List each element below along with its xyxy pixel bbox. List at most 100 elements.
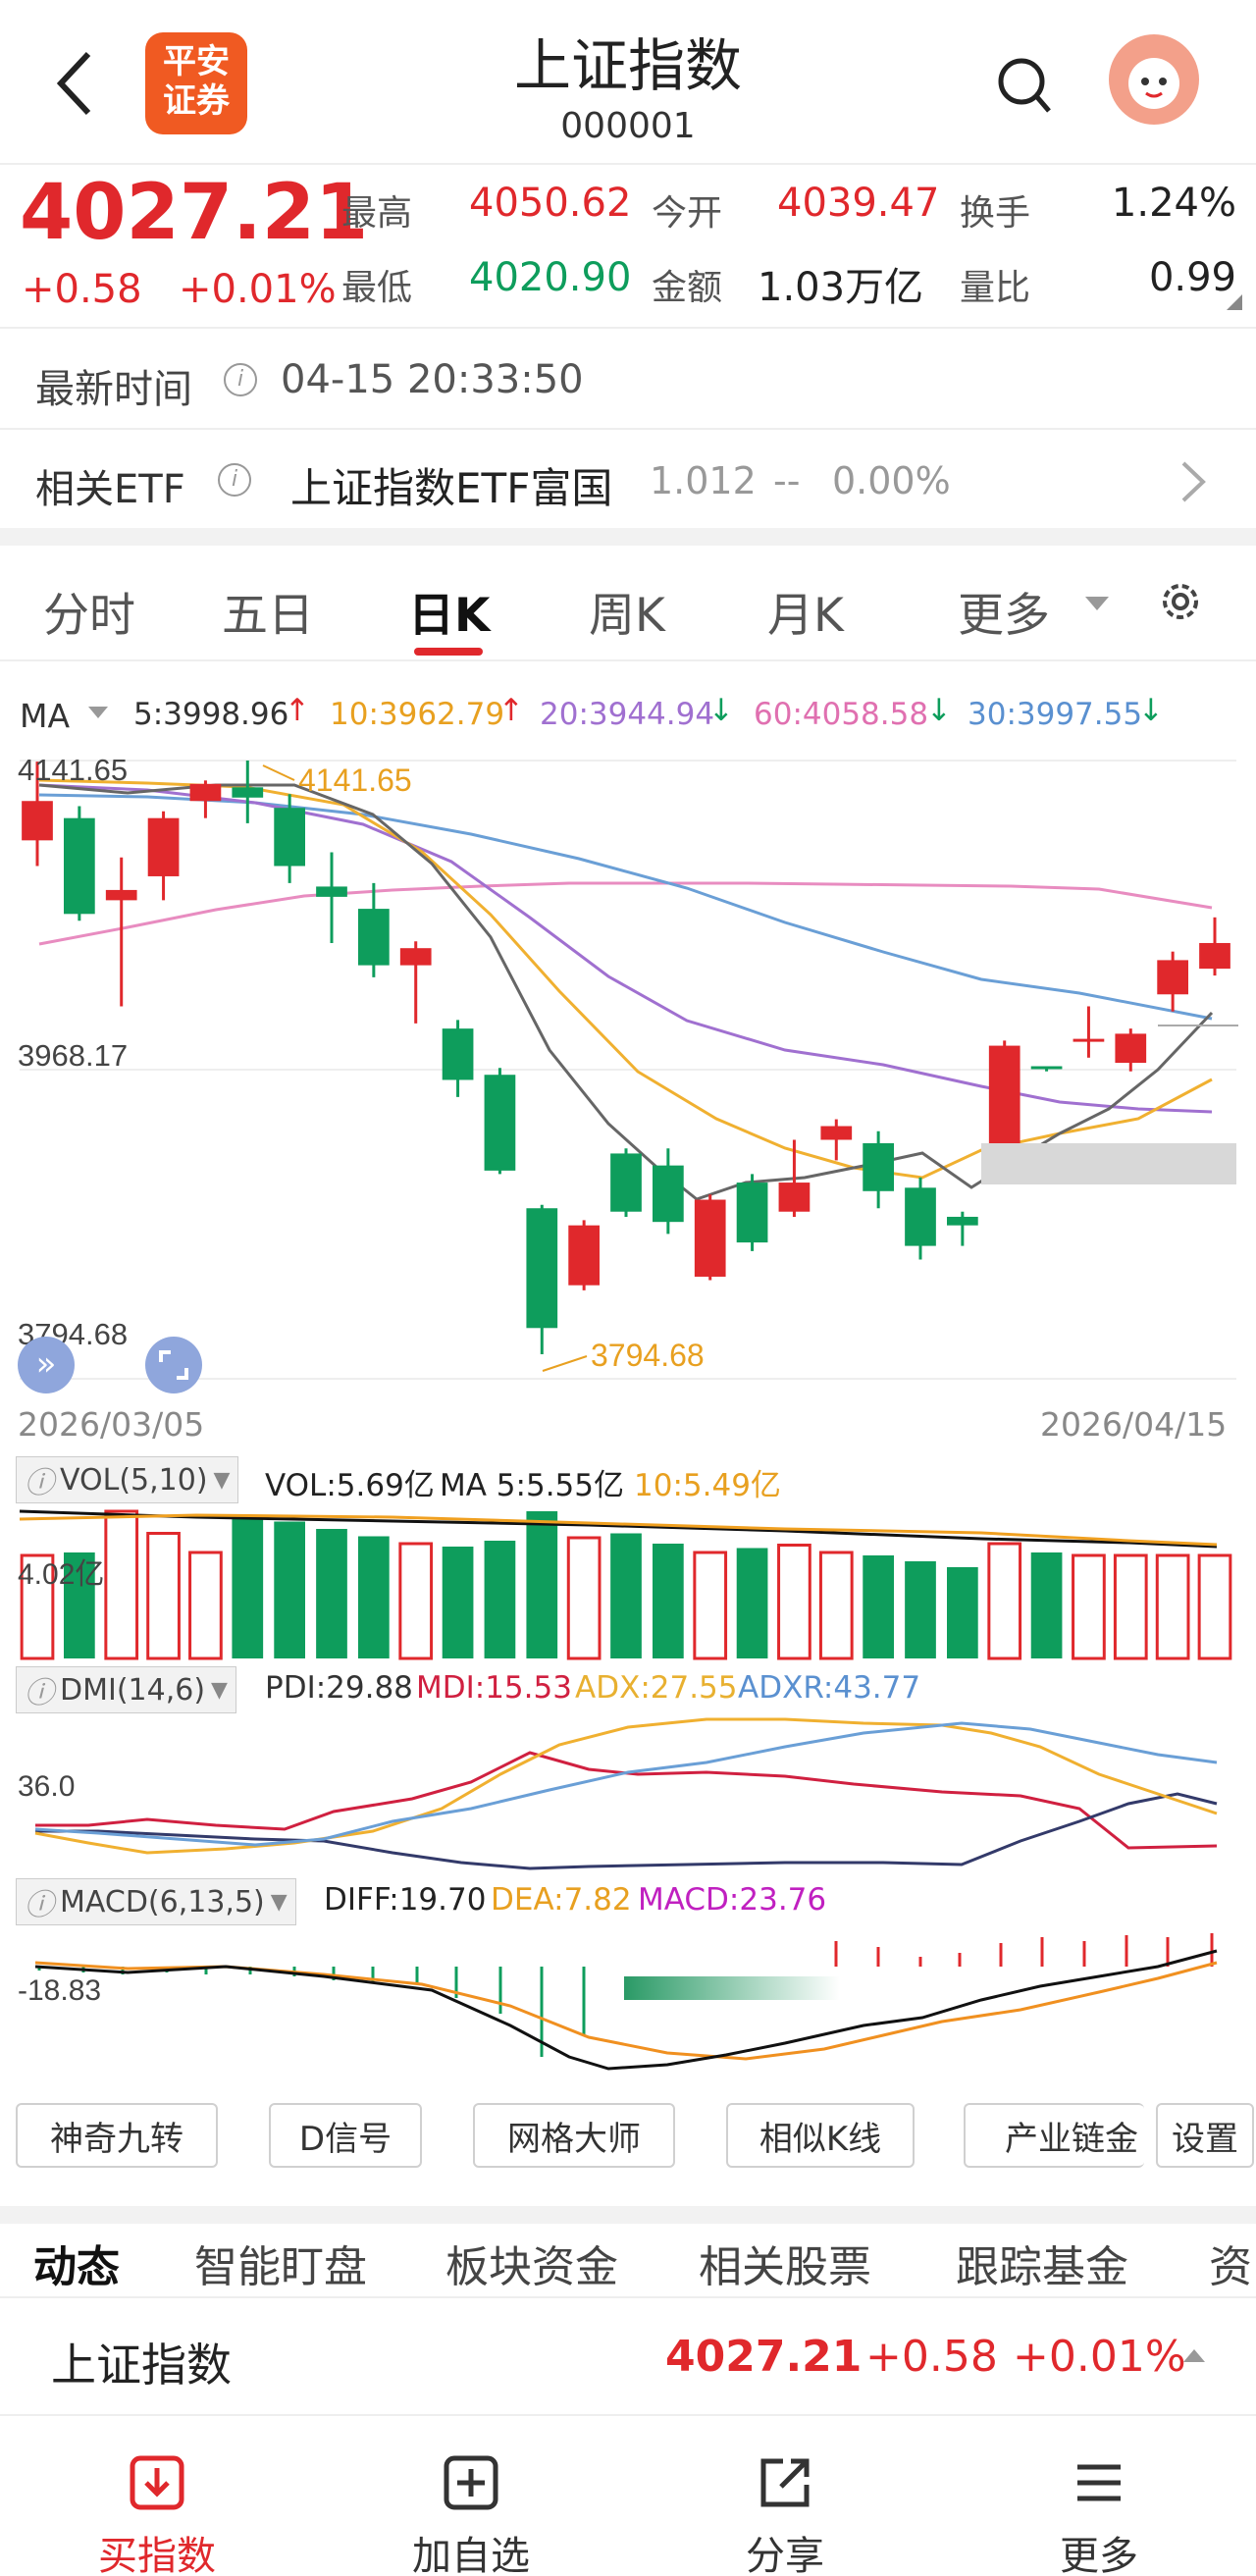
candle-body bbox=[610, 1153, 642, 1212]
volume-bar bbox=[526, 1511, 558, 1658]
nav-label: 买指数 bbox=[98, 2534, 216, 2576]
candle-body bbox=[736, 1183, 768, 1243]
ma-label[interactable]: MA bbox=[20, 697, 71, 735]
tool-button-industry-chain[interactable]: 产业链金 bbox=[964, 2103, 1144, 2168]
high-label: 最高 bbox=[341, 193, 413, 234]
related-etf-row[interactable]: 相关ETF i 上证指数ETF富国 1.012 -- 0.00% bbox=[0, 430, 1256, 528]
volume-bar bbox=[653, 1544, 684, 1658]
ticker-pct: +0.01% bbox=[1013, 2332, 1186, 2382]
amount-label: 金额 bbox=[652, 268, 723, 308]
tab-tracking-funds[interactable]: 跟踪基金 bbox=[956, 2242, 1128, 2292]
up-arrow-icon: ↑ bbox=[285, 693, 310, 728]
candle-body bbox=[316, 886, 347, 897]
candle-body bbox=[189, 783, 222, 802]
tab-more-overflow[interactable]: 资 bbox=[1209, 2242, 1252, 2292]
candlesticks bbox=[22, 761, 1230, 1354]
up-arrow-icon: ↑ bbox=[498, 693, 524, 728]
candle-body bbox=[1073, 1038, 1105, 1042]
ma-lines bbox=[38, 778, 1214, 1201]
etf-label: 相关ETF bbox=[35, 467, 185, 512]
dropdown-arrow-icon: ▼ bbox=[211, 1677, 228, 1703]
ticker-bar[interactable]: 上证指数 4027.21 +0.58 +0.01% bbox=[0, 2296, 1256, 2416]
nav-share[interactable]: 分享 bbox=[628, 2453, 942, 2576]
active-tab-indicator bbox=[414, 648, 483, 656]
volume-bar bbox=[64, 1552, 95, 1658]
etf-price: 1.012 bbox=[650, 459, 757, 502]
volume-bar bbox=[1155, 1553, 1190, 1660]
ticker-change: +0.58 bbox=[865, 2332, 998, 2382]
macd-chart: -18.83 bbox=[18, 1933, 1218, 2071]
tab-intraday[interactable]: 分时 bbox=[43, 589, 135, 643]
info-icon[interactable]: i bbox=[224, 363, 257, 396]
fullscreen-icon[interactable] bbox=[145, 1337, 202, 1393]
open-label: 今开 bbox=[652, 193, 723, 234]
nav-label: 分享 bbox=[746, 2534, 824, 2576]
volume-chart: 4.02亿 bbox=[18, 1509, 1232, 1660]
amount-value: 1.03万亿 bbox=[758, 265, 924, 310]
candle-body bbox=[778, 1183, 811, 1212]
tab-monthly-k[interactable]: 月K bbox=[767, 589, 844, 643]
tab-five-day[interactable]: 五日 bbox=[222, 589, 314, 643]
volume-bar bbox=[736, 1548, 768, 1658]
open-value: 4039.47 bbox=[777, 181, 940, 226]
volume-bar bbox=[20, 1553, 55, 1660]
assistant-avatar-icon[interactable] bbox=[1109, 34, 1199, 125]
tab-weekly-k[interactable]: 周K bbox=[589, 589, 665, 643]
tool-button-d-signal[interactable]: D信号 bbox=[269, 2103, 422, 2168]
vol-ma5-line bbox=[19, 1509, 1218, 1549]
tab-daily-k[interactable]: 日K bbox=[408, 589, 491, 643]
expand-corner-icon[interactable] bbox=[1227, 294, 1242, 310]
tab-related-stocks[interactable]: 相关股票 bbox=[699, 2242, 871, 2292]
macd-diff: DIFF:19.70 bbox=[324, 1882, 487, 1918]
tool-button-nine-turns[interactable]: 神奇九转 bbox=[16, 2103, 218, 2168]
ma60-value: 60:4058.58 bbox=[754, 697, 929, 732]
date-end: 2026/04/15 bbox=[1040, 1405, 1228, 1444]
volume-bar bbox=[905, 1561, 936, 1658]
settings-gear-icon[interactable] bbox=[1156, 577, 1205, 626]
dropdown-arrow-icon: ▼ bbox=[270, 1889, 288, 1915]
search-icon[interactable] bbox=[994, 54, 1053, 117]
logo-line-1: 平安 bbox=[163, 42, 230, 81]
volume-ratio-label: 量比 bbox=[960, 268, 1031, 308]
tab-smart-watch[interactable]: 智能盯盘 bbox=[194, 2242, 367, 2292]
dmi-indicator-tag[interactable]: ⓘ DMI(14,6) ▼ bbox=[16, 1666, 236, 1713]
price-change-pct: +0.01% bbox=[179, 267, 337, 312]
ma30-value: 30:3997.55 bbox=[968, 697, 1143, 732]
dropdown-arrow-icon[interactable] bbox=[88, 707, 108, 718]
dmi-pdi: PDI:29.88 bbox=[265, 1670, 413, 1706]
info-icon[interactable]: i bbox=[218, 463, 251, 497]
candle-body bbox=[905, 1187, 936, 1246]
y-label-high: 4141.65 bbox=[18, 753, 128, 787]
volume-bar bbox=[1197, 1553, 1232, 1660]
caret-up-icon[interactable] bbox=[1183, 2349, 1205, 2362]
settings-button[interactable]: 设置 bbox=[1156, 2103, 1254, 2168]
volume-bar bbox=[1030, 1552, 1063, 1658]
candle-body bbox=[526, 1208, 558, 1329]
nav-add-watchlist[interactable]: 加自选 bbox=[314, 2453, 628, 2576]
tool-button-similar-k[interactable]: 相似K线 bbox=[726, 2103, 915, 2168]
nav-buy-index[interactable]: 买指数 bbox=[0, 2453, 314, 2576]
tab-sector-funds[interactable]: 板块资金 bbox=[445, 2242, 618, 2292]
low-label: 最低 bbox=[341, 268, 413, 308]
vol-indicator-tag[interactable]: ⓘ VOL(5,10) ▼ bbox=[16, 1456, 239, 1503]
macd-indicator-tag[interactable]: ⓘ MACD(6,13,5) ▼ bbox=[16, 1878, 296, 1925]
back-icon[interactable] bbox=[51, 44, 100, 123]
dropdown-arrow-icon[interactable] bbox=[1085, 597, 1109, 610]
macd-axis-label: -18.83 bbox=[18, 1974, 101, 2007]
dmi-pdi-line bbox=[35, 1792, 1218, 1870]
volume-bar bbox=[818, 1551, 854, 1660]
tab-more[interactable]: 更多 bbox=[958, 589, 1050, 643]
nav-label: 加自选 bbox=[412, 2534, 530, 2576]
fast-forward-icon[interactable]: » bbox=[18, 1337, 75, 1393]
tool-button-grid-master[interactable]: 网格大师 bbox=[473, 2103, 675, 2168]
dmi-axis-label: 36.0 bbox=[18, 1770, 75, 1803]
price-change: +0.58 bbox=[22, 267, 142, 312]
tab-news[interactable]: 动态 bbox=[33, 2242, 120, 2292]
nav-more[interactable]: 更多 bbox=[942, 2453, 1256, 2576]
dmi-mdi: MDI:15.53 bbox=[416, 1670, 572, 1706]
candle-body bbox=[1115, 1033, 1147, 1064]
candle-body bbox=[694, 1199, 726, 1277]
kline-chart[interactable]: 4141.65 3968.17 3794.68 4141.65 3794.68 bbox=[0, 746, 1256, 1393]
logo-line-2: 证券 bbox=[163, 81, 230, 121]
volume-bar bbox=[442, 1547, 474, 1658]
